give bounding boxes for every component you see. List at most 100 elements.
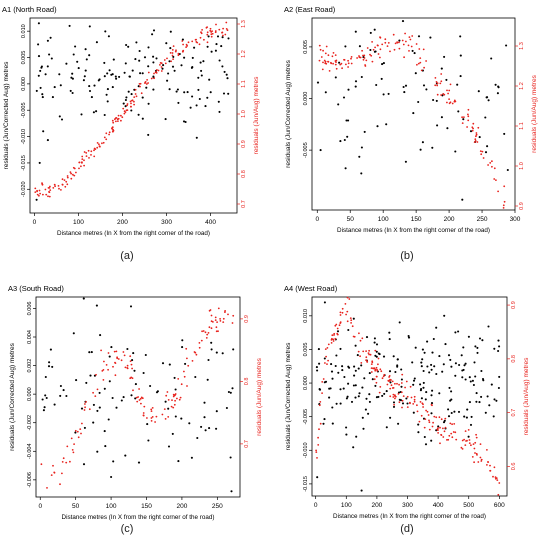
data-point-black: [200, 74, 203, 77]
data-point-black: [133, 369, 136, 372]
data-point-red: [375, 366, 378, 369]
data-point-red: [319, 422, 322, 425]
data-point-red: [221, 31, 223, 34]
y-tick-label: -0.010: [21, 129, 27, 145]
data-point-red: [422, 48, 425, 51]
data-point-black: [419, 383, 422, 386]
data-point-red: [54, 185, 56, 188]
data-point-black: [135, 41, 138, 44]
data-point-red: [418, 48, 421, 50]
data-point-red: [475, 135, 477, 138]
data-point-red: [491, 165, 493, 168]
data-point-black: [103, 387, 106, 390]
data-point-red: [339, 321, 342, 323]
x-tick-label: 150: [141, 503, 152, 510]
data-point-red: [159, 64, 161, 66]
data-point-black: [438, 355, 441, 358]
data-point-black: [446, 127, 449, 130]
y-tick-label: -0.010: [303, 442, 309, 458]
data-point-red: [174, 393, 177, 395]
data-point-black: [215, 410, 218, 413]
data-point-black: [423, 351, 426, 354]
data-point-red: [60, 189, 62, 191]
data-point-black: [426, 340, 429, 343]
data-point-black: [141, 117, 144, 120]
data-point-black: [171, 65, 175, 68]
data-point-black: [127, 90, 130, 93]
data-point-black: [330, 363, 333, 366]
x-tick-label: 50: [72, 503, 80, 510]
data-point-black: [360, 489, 363, 492]
data-point-black: [323, 301, 326, 304]
data-point-red: [210, 33, 213, 36]
data-point-black: [358, 155, 361, 158]
data-point-black: [200, 425, 203, 428]
data-point-black: [134, 397, 137, 400]
data-point-red: [98, 143, 100, 146]
data-point-red: [166, 57, 168, 60]
data-point-black: [152, 55, 155, 58]
data-point-black: [104, 445, 107, 448]
data-point-red: [420, 69, 423, 72]
data-point-black: [122, 102, 125, 105]
data-point-red: [214, 316, 217, 319]
data-point-black: [421, 348, 424, 351]
data-point-red: [360, 362, 363, 364]
data-point-red: [151, 407, 154, 409]
data-point-black: [189, 106, 192, 109]
data-point-red: [394, 42, 397, 45]
data-point-red: [368, 353, 370, 356]
data-point-black: [323, 418, 326, 421]
data-point-black: [412, 411, 415, 414]
data-point-red: [44, 188, 47, 191]
data-point-black: [430, 363, 433, 366]
data-point-red: [87, 149, 90, 152]
data-point-red: [416, 63, 418, 66]
data-point-red: [495, 477, 498, 479]
data-point-red: [187, 41, 190, 44]
data-point-black: [337, 103, 340, 106]
data-point-black: [195, 136, 198, 139]
data-point-black: [69, 89, 72, 92]
data-point-red: [347, 59, 349, 62]
data-point-red: [343, 58, 345, 61]
data-point-red: [124, 111, 127, 113]
data-point-red: [153, 77, 156, 80]
data-point-black: [124, 105, 127, 108]
data-point-red: [129, 360, 132, 362]
data-point-red: [381, 43, 384, 46]
data-point-black: [347, 119, 350, 122]
data-point-red: [210, 327, 213, 330]
data-point-red: [365, 350, 367, 352]
data-point-red: [320, 56, 323, 58]
data-point-black: [374, 354, 377, 357]
data-point-red: [391, 380, 394, 383]
data-point-black: [495, 399, 498, 402]
data-point-black: [405, 397, 408, 400]
data-point-red: [467, 429, 470, 431]
data-point-red: [41, 182, 43, 185]
data-point-black: [462, 368, 465, 371]
data-point-red: [464, 430, 467, 432]
data-point-black: [356, 354, 359, 357]
data-point-red: [205, 337, 208, 339]
y2-axis-label: residuals (Jun/Aug) metres: [531, 74, 538, 152]
data-point-red: [53, 183, 56, 186]
y2-tick-label: 0.8: [511, 355, 517, 363]
data-point-black: [115, 406, 118, 409]
data-point-black: [44, 73, 47, 76]
data-point-black: [324, 91, 327, 94]
data-point-red: [72, 451, 75, 454]
data-point-red: [180, 383, 183, 386]
data-point-red: [365, 59, 368, 62]
data-point-black: [70, 76, 73, 79]
data-point-black: [195, 104, 198, 107]
data-point-red: [167, 399, 170, 401]
data-point-black: [487, 325, 490, 328]
data-point-black: [490, 57, 493, 60]
data-point-red: [34, 191, 37, 194]
data-point-red: [420, 414, 423, 417]
data-point-black: [454, 374, 457, 377]
data-point-red: [96, 146, 99, 149]
data-point-red: [346, 320, 349, 323]
